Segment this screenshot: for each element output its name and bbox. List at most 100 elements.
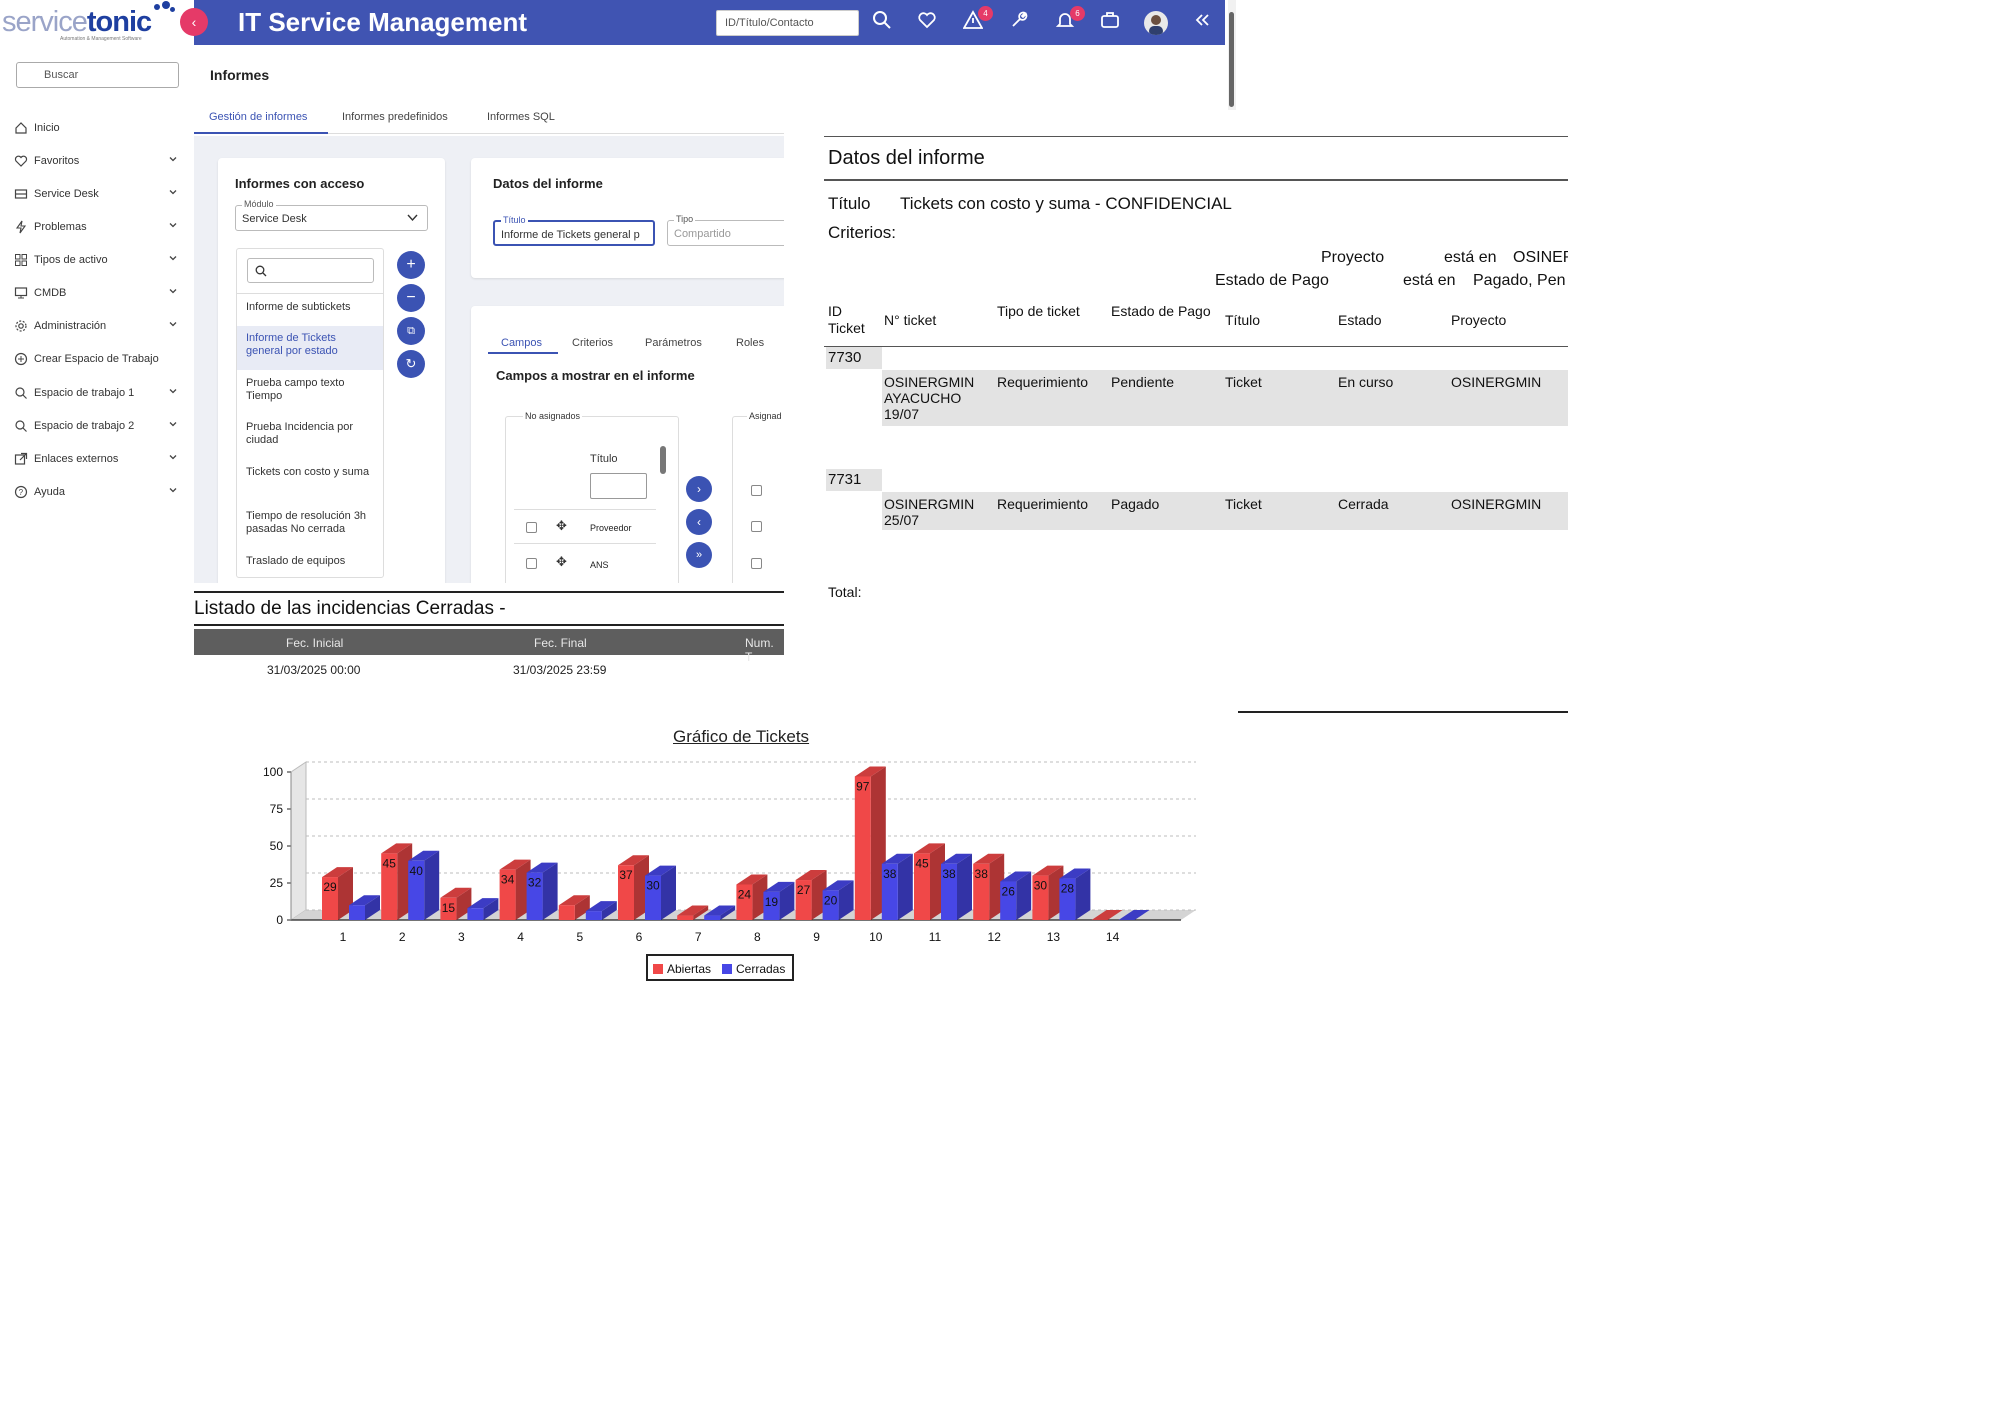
copy-report-button[interactable]: ⧉ <box>397 317 425 345</box>
chevron-down-icon[interactable] <box>168 452 178 462</box>
report-list-item[interactable]: Prueba Incidencia por ciudad <box>246 421 354 446</box>
field-checkbox[interactable] <box>751 485 762 496</box>
tab-gestion-informes[interactable]: Gestión de informes <box>194 110 328 134</box>
tab-campos[interactable]: Campos <box>501 337 542 349</box>
tab-criterios[interactable]: Criterios <box>572 337 613 349</box>
bar-cerradas-top <box>408 850 440 861</box>
chevron-down-icon[interactable] <box>168 220 178 230</box>
collapse-double-chevron-icon[interactable] <box>1190 10 1214 34</box>
chevron-down-icon[interactable] <box>168 386 178 396</box>
chevron-down-icon[interactable] <box>168 187 178 197</box>
field-checkbox[interactable] <box>526 558 537 569</box>
sidebar-collapse-button[interactable]: ‹ <box>180 8 208 36</box>
report-list-item[interactable]: Prueba campo texto Tiempo <box>246 377 345 402</box>
report-list-item[interactable]: Tiempo de resolución 3h pasadas No cerra… <box>246 510 367 535</box>
sidebar-item-enlaces-externos[interactable]: Enlaces externos <box>14 451 182 469</box>
wrench-icon[interactable] <box>1007 10 1031 34</box>
chevron-down-icon[interactable] <box>168 253 178 263</box>
bar-value-label: 38 <box>975 867 989 881</box>
bar-abiertas-top <box>914 843 945 854</box>
page-scrollbar[interactable] <box>1228 0 1236 110</box>
report-list-item[interactable]: Informe de Tickets general por estado <box>237 326 383 370</box>
module-select[interactable]: Módulo Service Desk <box>235 199 428 231</box>
sidebar-item-inicio[interactable]: Inicio <box>14 120 182 138</box>
title-filter-input[interactable] <box>590 473 647 499</box>
bar-cerradas-top <box>704 905 736 916</box>
tab-parametros[interactable]: Parámetros <box>645 337 702 349</box>
bar-cerradas <box>941 863 957 920</box>
favorites-heart-icon[interactable] <box>915 10 939 34</box>
user-avatar[interactable] <box>1144 11 1168 35</box>
bar-abiertas <box>795 880 812 920</box>
bar-cerradas-side <box>779 881 795 920</box>
sidebar-item-label: Tipos de activo <box>34 254 108 266</box>
sidebar-item-problemas[interactable]: Problemas <box>14 219 182 237</box>
report-list-item[interactable]: Informe de subtickets <box>246 301 351 313</box>
report-title-input[interactable]: Título Informe de Tickets general p <box>493 215 655 246</box>
chevron-down-icon[interactable] <box>168 485 178 495</box>
bar-abiertas-top <box>1091 910 1123 920</box>
chevron-down-icon[interactable] <box>168 319 178 329</box>
table-row <box>882 492 1568 530</box>
field-checkbox[interactable] <box>526 522 537 533</box>
drag-handle-icon[interactable]: ✥ <box>556 518 567 533</box>
ticket-search-input[interactable]: ID/Título/Contacto <box>716 10 859 36</box>
sidebar-item-favoritos[interactable]: Favoritos <box>14 153 182 171</box>
sidebar-item-cmdb[interactable]: CMDB <box>14 285 182 303</box>
brand-logo[interactable]: servicetonic <box>2 6 152 38</box>
sidebar-item-ayuda[interactable]: ? Ayuda <box>14 484 182 502</box>
bar-cerradas <box>763 891 780 920</box>
report-preview: Datos del informe Título Tickets con cos… <box>784 110 1568 713</box>
sidebar-item-service-desk[interactable]: Service Desk <box>14 186 182 204</box>
criteria-op: está en <box>1444 249 1497 266</box>
field-checkbox[interactable] <box>751 521 762 532</box>
report-list-search-input[interactable] <box>247 258 374 283</box>
chevron-down-icon[interactable] <box>168 286 178 296</box>
sidebar-item-label: CMDB <box>34 287 67 299</box>
ticket-project: OSINERGMIN <box>1451 496 1542 512</box>
ticket-title: Ticket <box>1225 496 1262 512</box>
sidebar-item-espacio-de-trabajo-2[interactable]: Espacio de trabajo 2 <box>14 418 182 436</box>
tab-informes-sql[interactable]: Informes SQL <box>487 111 555 123</box>
monitor-icon <box>14 287 28 299</box>
report-tabs: Gestión de informes Informes predefinido… <box>194 110 784 134</box>
report-type-select[interactable]: Tipo Compartido <box>667 214 784 246</box>
bar-cerradas-top <box>1000 871 1032 882</box>
move-all-right-button[interactable]: » <box>686 542 712 568</box>
criteria-op: está en <box>1403 272 1456 289</box>
chevron-down-icon[interactable] <box>168 419 178 429</box>
sidebar-search-input[interactable]: Buscar <box>16 62 179 88</box>
bar-value-label: 38 <box>883 867 897 881</box>
move-left-button[interactable]: ‹ <box>686 509 712 535</box>
report-list-item[interactable]: Traslado de equipos <box>246 555 346 567</box>
assigned-fields-box: Asignad <box>732 411 784 583</box>
alert-warning-icon[interactable]: 4 <box>961 6 993 34</box>
search-doc-icon <box>15 387 27 399</box>
remove-report-button[interactable]: − <box>397 284 425 312</box>
notifications-bell-icon[interactable]: 6 <box>1053 6 1085 34</box>
list-header-bar: Fec. Inicial Fec. Final Num. T <box>194 629 784 664</box>
sidebar-item-tipos-de-activo[interactable]: Tipos de activo <box>14 252 182 270</box>
refresh-report-button[interactable]: ↻ <box>397 350 425 378</box>
sidebar-item-label: Inicio <box>34 122 60 134</box>
drag-handle-icon[interactable]: ✥ <box>556 554 567 569</box>
search-icon[interactable] <box>870 10 894 34</box>
bar-cerradas-side <box>720 905 736 920</box>
tab-informes-predefinidos[interactable]: Informes predefinidos <box>342 111 448 123</box>
fields-scrollbar[interactable] <box>660 446 666 474</box>
bar-abiertas-top <box>973 853 1005 864</box>
chevron-down-icon[interactable] <box>168 154 178 164</box>
x-tick-label: 14 <box>1106 930 1120 944</box>
briefcase-icon[interactable] <box>1098 10 1122 34</box>
field-checkbox[interactable] <box>751 558 762 569</box>
report-list-item[interactable]: Tickets con costo y suma <box>246 466 370 478</box>
sidebar-item-crear-espacio-de-trabajo[interactable]: Crear Espacio de Trabajo <box>14 351 182 369</box>
sidebar-item-espacio-de-trabajo-1[interactable]: Espacio de trabajo 1 <box>14 385 182 403</box>
sidebar-item-administración[interactable]: Administración <box>14 318 182 336</box>
sidebar-item-label: Ayuda <box>34 486 65 498</box>
add-report-button[interactable]: + <box>397 251 425 279</box>
bar-cerradas-side <box>542 862 558 920</box>
move-right-button[interactable]: › <box>686 476 712 502</box>
tab-roles[interactable]: Roles <box>736 337 765 349</box>
column-header: Estado de Pago <box>1111 303 1211 319</box>
